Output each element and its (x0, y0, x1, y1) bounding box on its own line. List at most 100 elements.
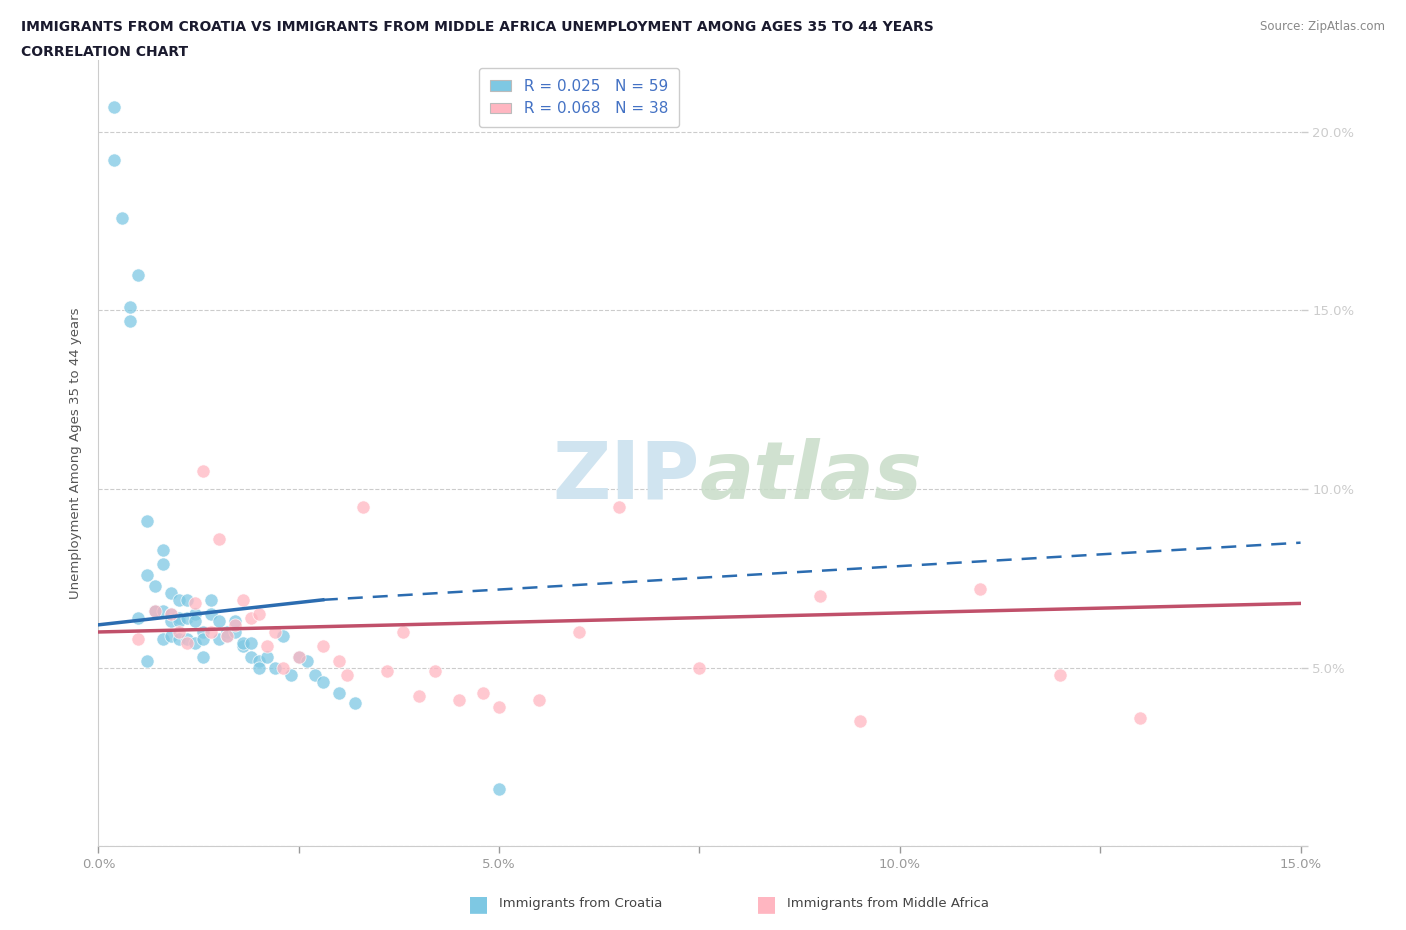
Text: ZIP: ZIP (553, 438, 700, 516)
Point (689, 660, 711, 675)
Point (328, 653, 350, 668)
Point (215, 628, 238, 643)
Point (488, 782, 510, 797)
Text: ■: ■ (756, 894, 776, 914)
Point (120, 299, 142, 314)
Point (312, 639, 335, 654)
Point (247, 653, 270, 668)
Point (288, 649, 311, 664)
Point (183, 614, 205, 629)
Point (392, 625, 415, 640)
Point (256, 639, 278, 654)
Point (159, 614, 181, 629)
Point (224, 625, 246, 640)
Text: ■: ■ (468, 894, 488, 914)
Point (375, 664, 398, 679)
Text: Immigrants from Croatia: Immigrants from Croatia (499, 897, 662, 910)
Point (239, 610, 262, 625)
Point (143, 578, 166, 593)
Point (447, 693, 470, 708)
Point (152, 557, 174, 572)
Point (295, 653, 318, 668)
Point (271, 660, 294, 675)
Point (152, 542, 174, 557)
Point (143, 604, 166, 618)
Point (568, 625, 591, 640)
Point (263, 625, 285, 640)
Point (215, 625, 238, 640)
Point (103, 100, 125, 114)
Point (167, 625, 190, 640)
Point (176, 610, 198, 625)
Point (128, 631, 150, 646)
Point (176, 631, 198, 646)
Point (128, 267, 150, 282)
Point (239, 649, 262, 664)
Point (488, 699, 510, 714)
Point (159, 628, 181, 643)
Point (103, 153, 125, 168)
Point (808, 589, 831, 604)
Point (143, 604, 166, 618)
Point (215, 628, 238, 643)
Point (200, 606, 222, 621)
Point (247, 660, 270, 675)
Point (1129, 711, 1152, 725)
Point (191, 625, 214, 640)
Point (1049, 668, 1071, 683)
Point (120, 313, 142, 328)
Point (191, 464, 214, 479)
Text: IMMIGRANTS FROM CROATIA VS IMMIGRANTS FROM MIDDLE AFRICA UNEMPLOYMENT AMONG AGES: IMMIGRANTS FROM CROATIA VS IMMIGRANTS FR… (21, 20, 934, 34)
Point (247, 606, 270, 621)
Point (224, 618, 246, 632)
Legend:  R = 0.025   N = 59,  R = 0.068   N = 38: R = 0.025 N = 59, R = 0.068 N = 38 (479, 68, 679, 127)
Point (232, 639, 254, 654)
Point (167, 610, 190, 625)
Point (159, 606, 181, 621)
Point (280, 668, 302, 683)
Point (232, 592, 254, 607)
Point (152, 631, 174, 646)
Point (167, 631, 190, 646)
Point (232, 635, 254, 650)
Text: Immigrants from Middle Africa: Immigrants from Middle Africa (787, 897, 990, 910)
Point (143, 604, 166, 618)
Point (167, 614, 190, 629)
Point (849, 714, 872, 729)
Point (200, 592, 222, 607)
Point (239, 635, 262, 650)
Point (128, 610, 150, 625)
Point (304, 668, 326, 683)
Point (208, 614, 231, 629)
Text: atlas: atlas (700, 438, 922, 516)
Point (288, 649, 311, 664)
Y-axis label: Unemployment Among Ages 35 to 44 years: Unemployment Among Ages 35 to 44 years (69, 308, 83, 599)
Point (472, 685, 495, 700)
Text: CORRELATION CHART: CORRELATION CHART (21, 45, 188, 59)
Point (352, 499, 374, 514)
Point (256, 649, 278, 664)
Point (408, 689, 430, 704)
Point (336, 668, 359, 683)
Point (191, 631, 214, 646)
Point (159, 606, 181, 621)
Point (263, 660, 285, 675)
Point (152, 604, 174, 618)
Point (224, 614, 246, 629)
Point (969, 581, 991, 596)
Point (135, 653, 157, 668)
Point (191, 649, 214, 664)
Point (423, 664, 446, 679)
Point (328, 685, 350, 700)
Point (183, 596, 205, 611)
Point (609, 499, 631, 514)
Point (183, 606, 205, 621)
Point (271, 628, 294, 643)
Text: Source: ZipAtlas.com: Source: ZipAtlas.com (1260, 20, 1385, 33)
Point (183, 635, 205, 650)
Point (343, 696, 366, 711)
Point (111, 210, 134, 225)
Point (208, 631, 231, 646)
Point (176, 592, 198, 607)
Point (529, 693, 551, 708)
